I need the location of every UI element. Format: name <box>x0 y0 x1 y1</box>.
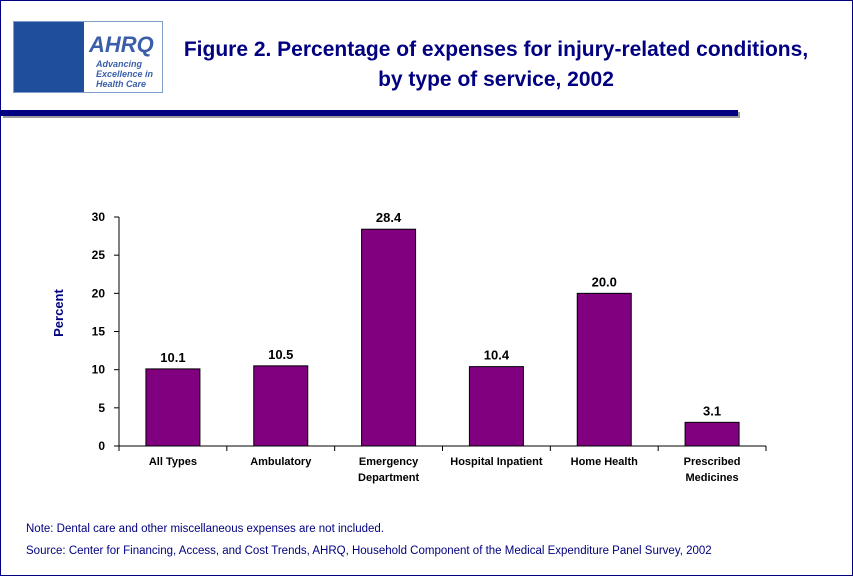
logo-tagline: Advancing Excellence in Health Care <box>96 59 154 89</box>
chart-title: Figure 2. Percentage of expenses for inj… <box>183 38 809 91</box>
x-tick-label: Ambulatory <box>250 456 312 468</box>
x-tick-label: Home Health <box>570 456 638 468</box>
bar <box>684 421 740 447</box>
y-tick-label: 20 <box>92 286 106 300</box>
logo: AHRQ Advancing Excellence in Health Care <box>13 21 163 93</box>
logo-name: AHRQ <box>89 32 154 57</box>
bar <box>253 365 309 447</box>
y-tick-label: 10 <box>92 363 106 377</box>
x-tick-label: All Types <box>148 456 197 468</box>
y-tick-label: 5 <box>98 401 105 415</box>
bar <box>576 292 632 447</box>
note: Note: Dental care and other miscellaneou… <box>26 523 384 535</box>
value-label: 10.1 <box>160 350 185 365</box>
y-axis-label: Percent <box>51 288 66 336</box>
y-tick-label: 25 <box>92 248 106 262</box>
source: Source: Center for Financing, Access, an… <box>26 545 712 557</box>
y-tick-label: 30 <box>92 210 106 224</box>
value-label: 28.4 <box>376 210 402 225</box>
y-tick-label: 0 <box>98 439 105 453</box>
hhs-seal <box>14 22 84 92</box>
y-tick-label: 15 <box>92 325 106 339</box>
value-label: 10.4 <box>484 348 510 363</box>
bar <box>361 228 417 447</box>
bar <box>145 368 201 447</box>
value-label: 3.1 <box>703 403 721 418</box>
value-label: 20.0 <box>592 274 617 289</box>
x-tick-label: Emergency Department <box>358 456 420 484</box>
value-label: 10.5 <box>268 347 293 362</box>
x-tick-label: Hospital Inpatient <box>450 456 543 468</box>
header-rule <box>1 110 738 116</box>
x-tick-label: Prescribed Medicines <box>683 456 741 484</box>
bar <box>468 366 524 447</box>
